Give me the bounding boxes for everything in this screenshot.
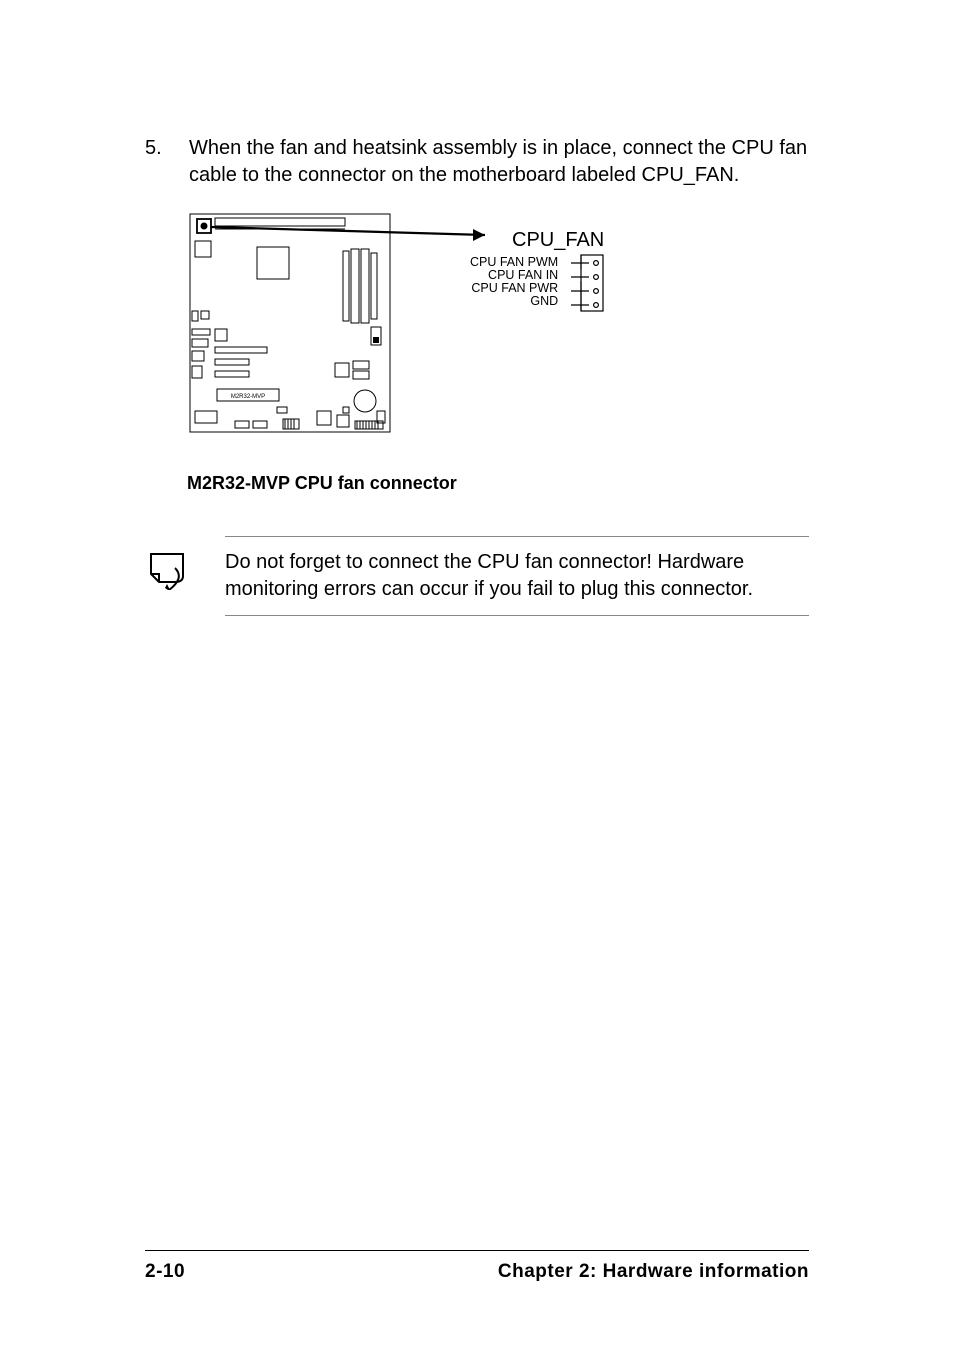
board-label-text: M2R32-MVP xyxy=(231,394,265,400)
connector-title: CPU_FAN xyxy=(512,229,604,252)
step-text: When the fan and heatsink assembly is in… xyxy=(189,135,809,189)
note-icon xyxy=(145,550,189,590)
pin-label-gnd: GND xyxy=(470,295,558,308)
pin-labels: CPU FAN PWM CPU FAN IN CPU FAN PWR GND xyxy=(470,256,558,309)
chapter-title: Chapter 2: Hardware information xyxy=(498,1261,809,1283)
diagram-area: M2R32-MVP CPU_FAN CPU FAN PWM CPU FAN IN… xyxy=(187,211,809,471)
page-footer: 2-10 Chapter 2: Hardware information xyxy=(145,1250,809,1283)
pointer-arrow xyxy=(205,219,525,259)
pin-header-diagram xyxy=(571,253,607,317)
diagram-caption: M2R32-MVP CPU fan connector xyxy=(187,473,809,494)
note-text: Do not forget to connect the CPU fan con… xyxy=(225,549,809,603)
page-number: 2-10 xyxy=(145,1261,185,1283)
step-number: 5. xyxy=(145,135,165,162)
